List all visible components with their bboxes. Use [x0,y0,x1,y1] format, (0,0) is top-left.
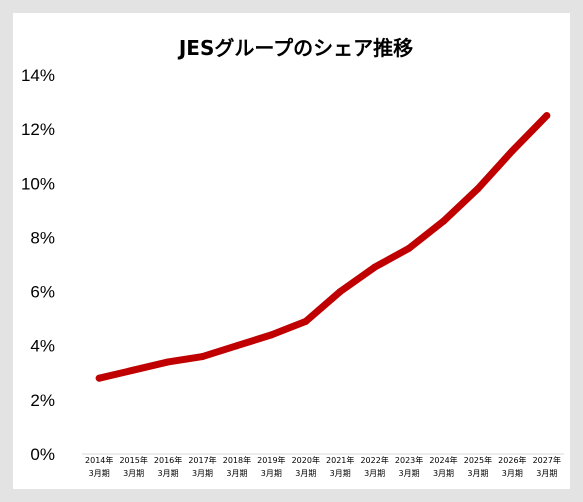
y-tick-label: 4% [30,337,55,356]
x-tick-label: 2018年 3月期 [223,455,251,478]
y-tick-label: 10% [21,174,55,193]
x-tick-label: 2027年 3月期 [533,455,561,478]
x-tick-label: 2016年 3月期 [154,455,182,478]
data-point [371,263,379,271]
y-tick-label: 2% [30,391,55,410]
x-axis: 2014年 3月期 2015年 3月期 2016年 3月期 2017年 3月期 2018年 3月期… [85,455,561,478]
y-tick-label: 0% [30,445,55,464]
x-tick-label: 2019年 3月期 [257,455,285,478]
x-tick-label: 2015年 3月期 [119,455,147,478]
data-point [336,288,344,296]
data-point [233,342,241,350]
y-tick-label: 14% [21,66,55,85]
data-point [267,331,275,339]
data-point [95,374,103,382]
x-tick-label: 2020年 3月期 [292,455,320,478]
data-point [130,366,138,374]
x-tick-label: 2022年 3月期 [360,455,388,478]
x-tick-label: 2026年 3月期 [498,455,526,478]
chart-title: JESグループのシェア推移 [177,36,413,60]
y-tick-label: 8% [30,228,55,247]
line-chart: JESグループのシェア推移 0% 2% 4% 6% 8% 10% 12% 14% 2014年 3… [21,36,564,478]
data-point [440,217,447,225]
data-point [405,244,413,252]
data-point [508,147,516,155]
x-tick-label: 2025年 3月期 [464,455,492,478]
y-axis: 0% 2% 4% 6% 8% 10% 12% 14% [21,66,55,464]
x-tick-label: 2023年 3月期 [395,455,423,478]
series-line [95,112,551,382]
x-tick-label: 2021年 3月期 [326,455,354,478]
data-point [164,358,172,366]
chart-card: JESグループのシェア推移 0% 2% 4% 6% 8% 10% 12% 14% 2014年 3… [13,13,570,489]
y-tick-label: 6% [30,283,55,302]
x-tick-label: 2024年 3月期 [429,455,457,478]
y-tick-label: 12% [21,120,55,139]
data-point [474,185,482,193]
x-tick-label: 2017年 3月期 [188,455,216,478]
data-point [199,353,206,361]
x-tick-label: 2014年 3月期 [85,455,113,478]
data-point [543,112,551,120]
data-point [302,317,310,325]
